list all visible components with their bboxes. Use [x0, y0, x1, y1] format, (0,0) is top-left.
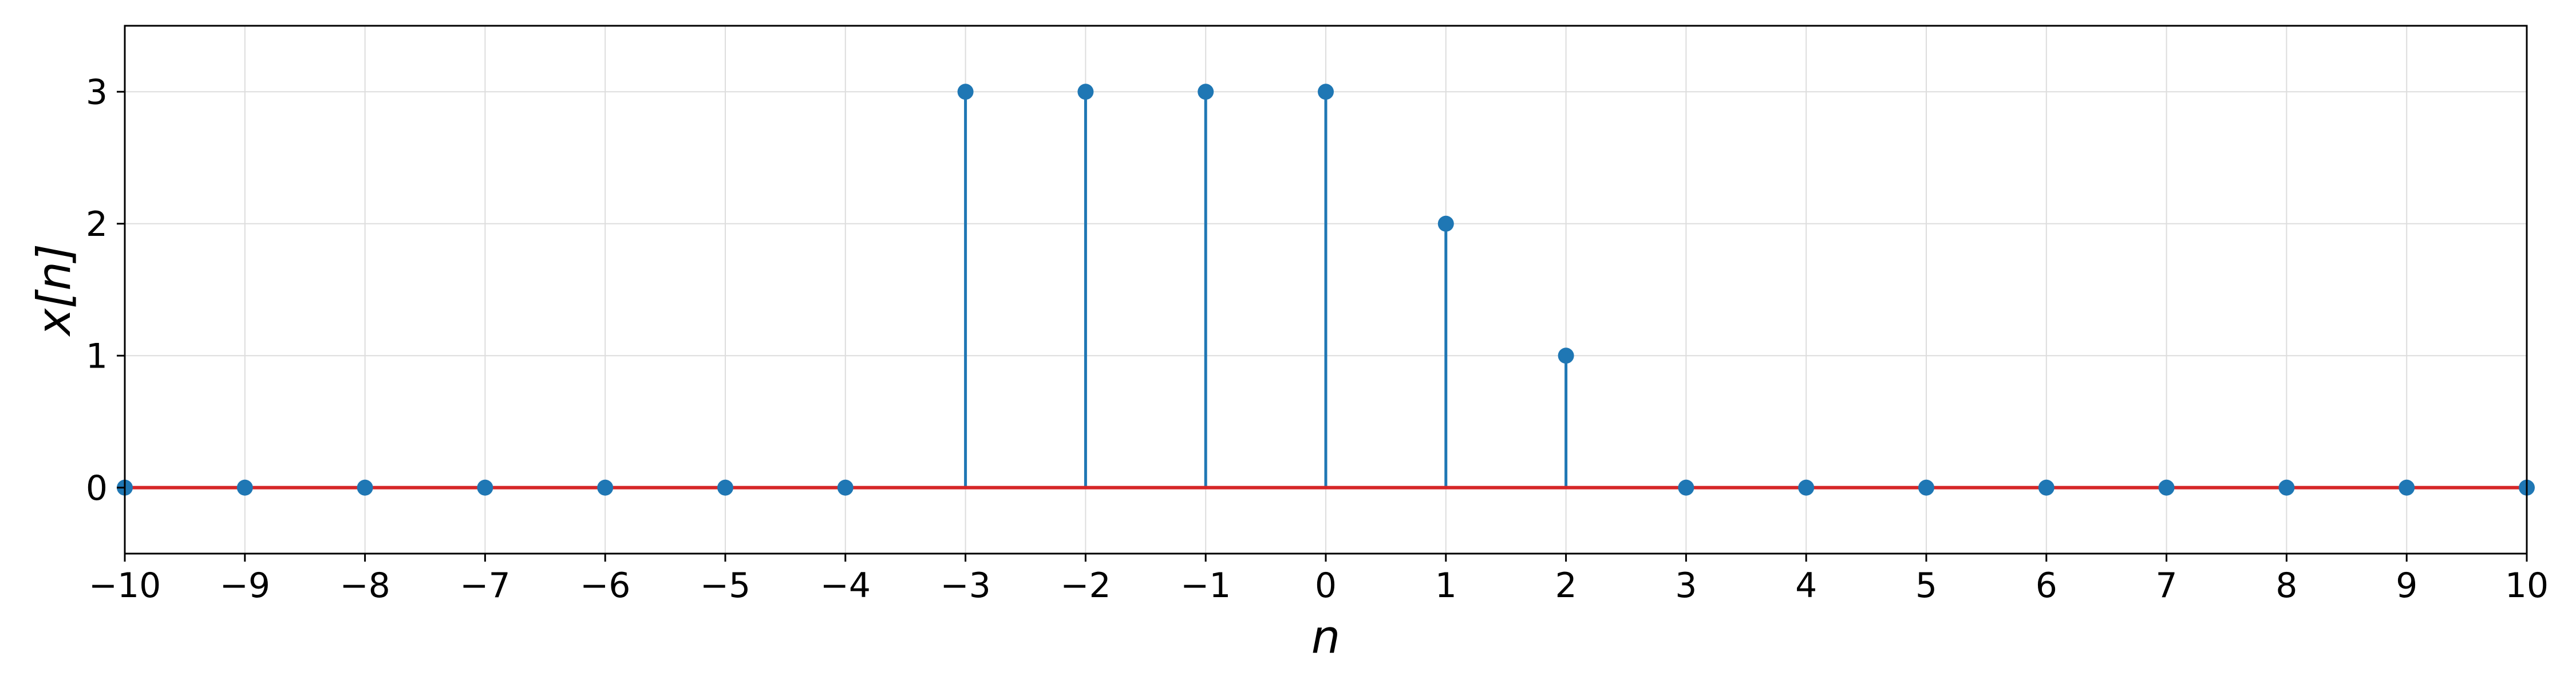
x-tick-label: 5: [1915, 566, 1937, 606]
x-tick-label: −2: [1060, 566, 1111, 606]
stem-marker: [1077, 84, 1094, 100]
y-tick-label: 0: [86, 468, 108, 508]
stem-marker: [1798, 479, 1815, 496]
x-tick-label: −4: [820, 566, 871, 606]
x-axis-title: n: [1311, 610, 1341, 664]
stem-marker: [1558, 348, 1574, 364]
x-tick-label: 4: [1795, 566, 1817, 606]
x-tick-label: 10: [2505, 566, 2549, 606]
y-axis-ticks: 0 1 2 3: [86, 72, 125, 508]
y-tick-label: 1: [86, 336, 108, 376]
stem-marker: [957, 84, 974, 100]
stem-marker: [477, 479, 493, 496]
x-tick-label: 3: [1675, 566, 1697, 606]
x-tick-label: −9: [220, 566, 270, 606]
x-tick-label: −7: [460, 566, 510, 606]
x-tick-label: 1: [1435, 566, 1457, 606]
y-axis-title: x[n]: [27, 244, 81, 337]
stem-marker: [236, 479, 253, 496]
x-tick-label: 7: [2156, 566, 2178, 606]
stem-marker: [597, 479, 614, 496]
stem-marker: [717, 479, 733, 496]
y-tick-label: 2: [86, 204, 108, 244]
x-tick-label: −10: [89, 566, 161, 606]
x-tick-label: 2: [1555, 566, 1577, 606]
x-tick-label: −8: [339, 566, 390, 606]
x-tick-label: −1: [1180, 566, 1231, 606]
x-axis-ticks: −10 −9 −8 −7 −6 −5 −4 −3 −2 −1 0 1 2 3 4 5 6 7 8 9 10: [89, 554, 2549, 606]
stem-marker: [1678, 479, 1694, 496]
stem-lines: [964, 92, 1568, 488]
stem-marker: [1437, 215, 1454, 232]
stem-marker: [2278, 479, 2295, 496]
stem-marker: [357, 479, 373, 496]
stem-marker: [1918, 479, 1934, 496]
y-tick-label: 3: [86, 72, 108, 112]
stem-markers: [117, 84, 2535, 496]
stem-marker: [2399, 479, 2415, 496]
x-tick-label: −5: [700, 566, 750, 606]
stem-marker: [2038, 479, 2055, 496]
x-tick-label: 8: [2275, 566, 2297, 606]
x-tick-label: 9: [2396, 566, 2417, 606]
x-tick-label: 6: [2036, 566, 2057, 606]
stem-marker: [837, 479, 854, 496]
stem-marker: [1318, 84, 1334, 100]
stem-marker: [2158, 479, 2175, 496]
x-tick-label: −6: [580, 566, 630, 606]
stem-marker: [1198, 84, 1214, 100]
x-tick-label: −3: [940, 566, 990, 606]
x-tick-label: 0: [1315, 566, 1337, 606]
